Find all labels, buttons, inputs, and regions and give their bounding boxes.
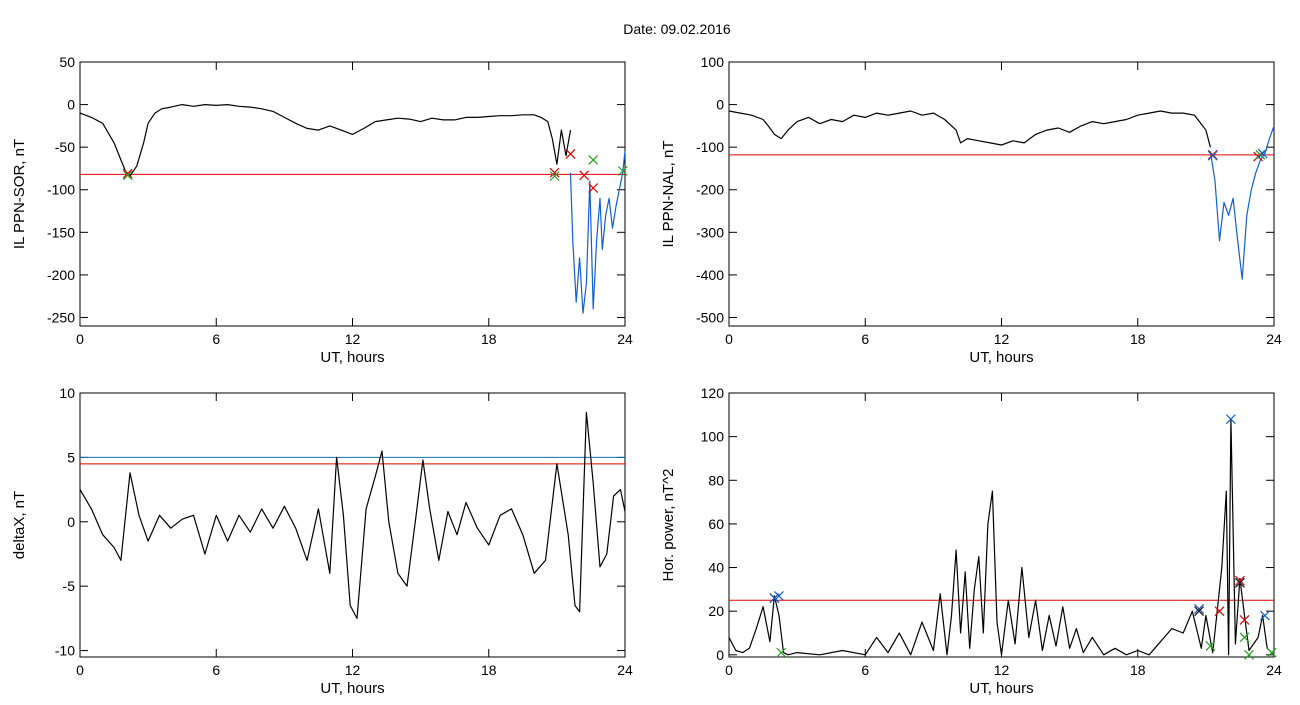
event-marker	[1257, 148, 1268, 159]
x-tick-label: 24	[1266, 662, 1282, 678]
event-marker	[579, 170, 590, 181]
y-tick-label: -100	[47, 182, 75, 198]
plot-frame	[79, 61, 626, 327]
x-tick-label: 12	[345, 331, 361, 347]
y-axis-label: deltaX, nT	[11, 491, 28, 559]
event-marker	[549, 167, 560, 178]
y-axis-label: IL PPN-SOR, nT	[11, 139, 28, 249]
event-marker	[1239, 614, 1250, 625]
series-line	[728, 418, 1275, 656]
event-marker	[1259, 610, 1270, 621]
y-tick-label: -250	[47, 309, 75, 325]
event-marker	[1194, 606, 1204, 617]
event-marker	[1214, 606, 1225, 617]
y-axis-label: Hor. power, nT^2	[660, 469, 677, 582]
event-marker	[776, 647, 787, 658]
x-tick-label: 0	[76, 331, 84, 347]
event-marker	[588, 183, 599, 193]
event-marker	[1205, 641, 1216, 652]
x-tick-label: 12	[345, 662, 361, 678]
event-marker	[1207, 150, 1218, 161]
event-marker	[1239, 632, 1250, 643]
panel-top-right: 0 6 12 18 24 100 0 -100 -200 -300 -400 -500 UT, hour…	[660, 54, 1282, 366]
y-tick-label: -400	[696, 267, 724, 283]
event-marker	[122, 168, 133, 179]
y-tick-label: 40	[708, 560, 724, 576]
x-axis-label: UT, hours	[320, 680, 384, 697]
x-tick-label: 6	[212, 331, 220, 347]
x-tick-label: 24	[1266, 331, 1282, 347]
y-tick-label: 60	[708, 516, 724, 532]
event-marker	[1255, 149, 1266, 160]
y-tick-label: 0	[67, 97, 75, 113]
event-marker	[1235, 575, 1245, 586]
panel-bottom-right: 0 6 12 18 24 120 100 80 60 40 20 0 UT, hours Hor. pow…	[660, 385, 1282, 697]
x-tick-label: 0	[76, 662, 84, 678]
y-tick-label: 120	[701, 385, 725, 401]
y-tick-label: -150	[47, 224, 75, 240]
x-tick-label: 18	[1130, 331, 1146, 347]
y-tick-label: -200	[696, 182, 724, 198]
y-axis-label: IL PPN-NAL, nT	[660, 141, 677, 248]
y-tick-label: -500	[696, 309, 724, 325]
figure-title: Date: 09.02.2016	[623, 21, 731, 37]
y-tick-label: 0	[67, 514, 75, 530]
panel-bottom-left: 0 6 12 18 24 10 5 0 -5 -10 UT, hours deltaX, nT	[11, 385, 633, 697]
x-axis-label: UT, hours	[969, 680, 1033, 697]
x-tick-label: 12	[994, 662, 1010, 678]
x-tick-label: 18	[1130, 662, 1146, 678]
y-tick-label: 5	[67, 449, 75, 465]
x-tick-label: 0	[725, 662, 733, 678]
y-tick-label: -200	[47, 267, 75, 283]
series-line	[728, 110, 1211, 148]
x-tick-label: 6	[212, 662, 220, 678]
x-tick-label: 12	[994, 331, 1010, 347]
event-marker	[565, 149, 576, 159]
y-tick-label: -50	[55, 139, 75, 155]
y-tick-label: 80	[708, 472, 724, 488]
x-tick-label: 18	[481, 331, 497, 347]
event-marker	[588, 155, 599, 165]
x-tick-label: 6	[861, 331, 869, 347]
event-marker	[1266, 647, 1277, 658]
panel-top-left: 0 6 12 18 24 50 0 -50 -100 -150 -200 -250 UT, hours I…	[11, 54, 633, 366]
y-tick-label: 10	[59, 385, 75, 401]
event-marker	[122, 170, 133, 181]
x-axis-label: UT, hours	[969, 349, 1033, 366]
event-marker	[1244, 649, 1254, 660]
event-marker	[1235, 577, 1245, 588]
plot-frame	[728, 61, 1275, 327]
plot-frame	[728, 392, 1275, 658]
series-line	[569, 151, 626, 314]
y-tick-label: 20	[708, 603, 724, 619]
event-marker	[617, 166, 628, 176]
series-line	[1209, 125, 1275, 280]
series-line	[79, 411, 626, 620]
y-tick-label: 100	[701, 54, 725, 70]
y-tick-label: -100	[696, 139, 724, 155]
x-tick-label: 0	[725, 331, 733, 347]
y-tick-label: 0	[716, 647, 724, 663]
x-tick-label: 18	[481, 662, 497, 678]
y-tick-label: -10	[55, 643, 75, 659]
plot-frame	[79, 392, 626, 658]
event-marker	[774, 590, 784, 601]
event-marker	[1207, 149, 1218, 160]
x-tick-label: 24	[617, 331, 633, 347]
y-tick-label: -300	[696, 224, 724, 240]
series-line	[79, 103, 572, 177]
y-tick-label: 0	[716, 97, 724, 113]
y-tick-label: 50	[59, 54, 75, 70]
event-marker	[1225, 414, 1236, 425]
y-tick-label: -5	[63, 578, 76, 594]
x-tick-label: 6	[861, 662, 869, 678]
x-tick-label: 24	[617, 662, 633, 678]
y-tick-label: 100	[701, 429, 725, 445]
event-marker	[1194, 604, 1204, 614]
x-axis-label: UT, hours	[320, 349, 384, 366]
event-marker	[549, 171, 560, 182]
